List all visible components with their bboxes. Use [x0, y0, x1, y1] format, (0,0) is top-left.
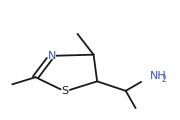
Text: S: S [61, 86, 69, 96]
Text: N: N [47, 51, 56, 61]
Text: NH: NH [150, 71, 167, 81]
Text: 2: 2 [162, 75, 167, 84]
